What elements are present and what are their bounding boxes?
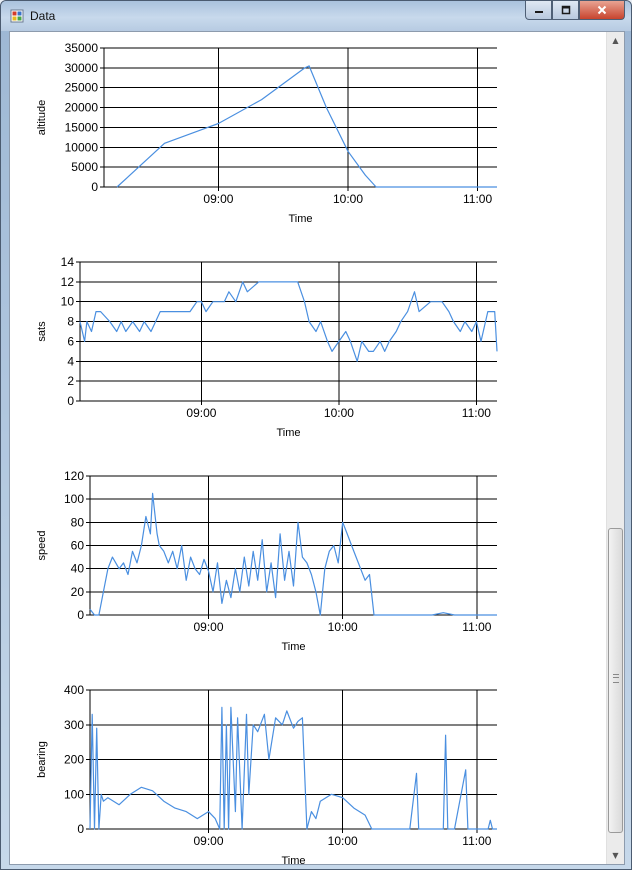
y-tick-label: 10 [61,295,75,309]
x-tick-label: 10:00 [328,620,358,634]
scroll-down-icon: ▼ [612,851,619,860]
y-tick-label: 40 [71,562,85,576]
x-tick-label: 11:00 [463,192,492,206]
y-tick-label: 120 [64,469,84,483]
x-tick-label: 11:00 [462,406,491,420]
plot-area [80,262,497,401]
y-tick-label: 10000 [65,140,99,154]
y-tick-label: 400 [64,683,84,697]
y-tick-label: 300 [64,718,84,732]
y-tick-label: 20 [71,585,85,599]
grip-icon [613,674,619,683]
window-title: Data [30,9,56,23]
minimize-icon [534,11,543,13]
scroll-up-icon: ▲ [612,36,619,45]
y-tick-label: 15000 [65,120,99,134]
y-tick-label: 0 [91,180,98,194]
scrollbar-thumb[interactable] [608,528,623,833]
x-tick-label: 11:00 [462,620,491,634]
close-button[interactable] [579,1,625,20]
y-tick-label: 30000 [65,61,99,75]
y-tick-label: 4 [67,354,74,368]
series-line [116,65,497,188]
vertical-scrollbar[interactable]: ▲ ▼ [606,32,624,864]
y-axis-label: bearing [36,741,48,778]
y-tick-label: 100 [64,787,84,801]
scroll-down-button[interactable]: ▼ [607,847,624,864]
plot-area [104,48,497,187]
y-tick-label: 25000 [65,81,99,95]
y-axis-label: sats [36,321,48,342]
close-icon [597,5,607,15]
y-tick-label: 2 [67,374,74,388]
x-tick-label: 09:00 [186,406,216,420]
x-tick-label: 09:00 [194,620,224,634]
x-tick-label: 09:00 [203,192,233,206]
x-axis-label: Time [288,213,312,225]
x-axis-label: Time [281,641,305,653]
x-tick-label: 11:00 [462,834,491,848]
x-tick-label: 10:00 [333,192,363,206]
x-axis-label: Time [276,427,300,439]
y-tick-label: 0 [77,822,84,836]
y-tick-label: 20000 [65,101,99,115]
x-axis-label: Time [281,855,305,867]
title-bar[interactable]: Data [1,1,631,31]
minimize-button[interactable] [525,1,552,20]
y-tick-label: 80 [71,515,85,529]
series-line [79,281,498,362]
y-tick-label: 5000 [71,160,98,174]
y-tick-label: 100 [64,492,84,506]
x-tick-label: 09:00 [194,834,224,848]
maximize-button[interactable] [552,1,579,20]
y-tick-label: 12 [61,275,75,289]
y-tick-label: 0 [77,608,84,622]
y-tick-label: 14 [61,255,75,269]
series-line [89,492,497,616]
x-tick-label: 10:00 [328,834,358,848]
y-tick-label: 35000 [65,41,99,55]
y-tick-label: 6 [67,334,74,348]
y-tick-label: 60 [71,539,85,553]
y-tick-label: 8 [67,315,74,329]
window-controls [525,1,625,21]
y-tick-label: 0 [67,394,74,408]
maximize-icon [561,5,570,15]
app-icon [10,9,24,23]
y-axis-label: speed [36,531,48,561]
series-line [89,706,497,830]
x-tick-label: 10:00 [324,406,354,420]
y-axis-label: altitude [36,100,48,135]
scroll-up-button[interactable]: ▲ [607,32,624,49]
y-tick-label: 200 [64,753,84,767]
